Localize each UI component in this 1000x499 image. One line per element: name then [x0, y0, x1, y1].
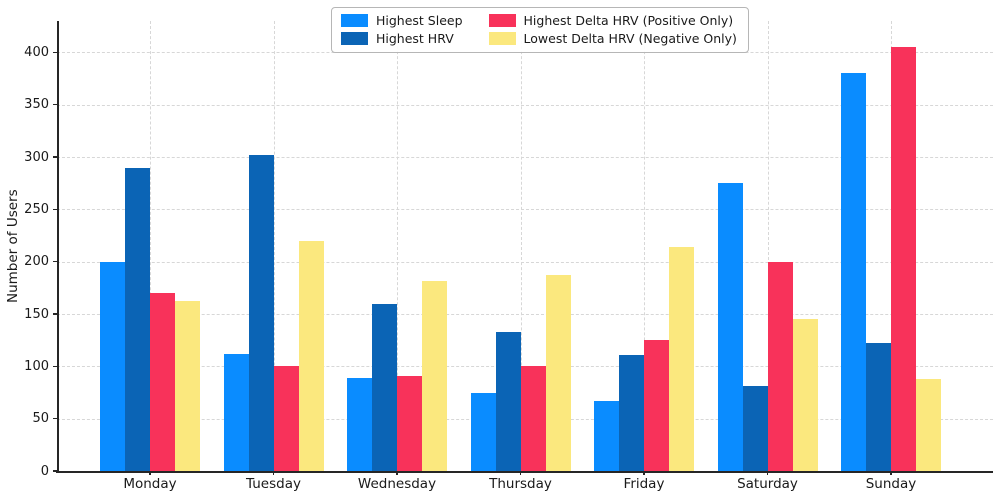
y-tick-label: 50 [32, 411, 49, 427]
bar-highest-delta-hrv-positive-only-friday [644, 340, 669, 471]
bar-lowest-delta-hrv-negative-only-tuesday [298, 240, 324, 471]
bar-lowest-delta-hrv-negative-only-friday [669, 247, 694, 471]
legend-label: Highest Sleep [376, 13, 463, 28]
y-tick-mark [53, 470, 57, 472]
legend-label: Highest Delta HRV (Positive Only) [523, 13, 734, 28]
bar-lowest-delta-hrv-negative-only-wednesday [422, 280, 447, 471]
bar-highest-sleep-friday [594, 400, 619, 471]
bar-highest-sleep-saturday [717, 183, 743, 471]
bar-highest-hrv-saturday [742, 386, 768, 471]
bar-highest-sleep-tuesday [223, 353, 249, 471]
bar-highest-hrv-sunday [866, 343, 891, 471]
bar-highest-sleep-wednesday [347, 377, 372, 471]
x-tick-mark [643, 471, 645, 475]
y-tick-label: 200 [24, 254, 49, 270]
x-gridline [150, 21, 151, 471]
legend-label: Lowest Delta HRV (Negative Only) [523, 31, 737, 46]
x-gridline [273, 21, 275, 471]
y-tick-mark [53, 104, 57, 106]
x-gridline [767, 21, 769, 471]
bar-lowest-delta-hrv-negative-only-sunday [916, 378, 941, 471]
chart-legend: Highest Sleep Highest HRV Highest Delta HR… [331, 7, 749, 53]
x-tick-mark [519, 471, 522, 475]
y-tick-mark [53, 51, 57, 54]
x-tick-label: Wednesday [357, 476, 437, 492]
x-tick-label: Sunday [865, 476, 917, 492]
y-tick-label: 400 [24, 44, 49, 60]
bar-highest-hrv-friday [619, 354, 644, 471]
legend-item: Lowest Delta HRV (Negative Only) [488, 31, 737, 46]
y-gridline [57, 261, 993, 263]
bar-lowest-delta-hrv-negative-only-thursday [545, 275, 571, 471]
legend-swatch [488, 32, 516, 45]
bar-highest-hrv-wednesday [372, 303, 397, 471]
y-tick-mark [53, 208, 57, 211]
bar-highest-delta-hrv-positive-only-monday [150, 293, 175, 471]
y-tick-label: 100 [24, 358, 49, 374]
y-tick-mark [53, 313, 57, 315]
bar-lowest-delta-hrv-negative-only-monday [175, 301, 200, 471]
y-tick-label: 150 [24, 306, 49, 322]
legend-item: Highest Delta HRV (Positive Only) [488, 13, 737, 28]
x-gridline [520, 21, 522, 471]
y-tick-label: 350 [24, 97, 49, 113]
bar-highest-delta-hrv-positive-only-sunday [891, 47, 916, 471]
bar-highest-delta-hrv-positive-only-wednesday [397, 375, 422, 471]
bar-highest-hrv-monday [125, 167, 150, 471]
y-tick-mark [53, 260, 57, 263]
bar-highest-hrv-tuesday [248, 154, 274, 471]
x-axis-line [56, 471, 993, 473]
y-gridline [57, 157, 993, 159]
y-tick-mark [53, 156, 57, 158]
x-tick-mark [766, 471, 769, 475]
y-tick-mark [53, 365, 57, 368]
legend-swatch [341, 32, 368, 45]
y-tick-mark [53, 417, 57, 420]
legend-label: Highest HRV [376, 31, 454, 46]
bar-highest-sleep-sunday [841, 73, 866, 471]
bar-highest-sleep-thursday [470, 392, 496, 471]
bar-highest-delta-hrv-positive-only-tuesday [273, 366, 299, 471]
y-tick-label: 0 [40, 463, 49, 479]
y-axis-line [57, 21, 59, 472]
bar-highest-delta-hrv-positive-only-thursday [520, 366, 546, 471]
x-tick-label: Tuesday [246, 476, 301, 492]
y-gridline [57, 209, 993, 211]
legend-swatch [488, 14, 516, 27]
legend-swatch [341, 14, 368, 27]
x-gridline [644, 21, 645, 471]
legend-item: Highest Sleep [341, 13, 463, 28]
bar-lowest-delta-hrv-negative-only-saturday [792, 319, 818, 471]
x-tick-label: Saturday [737, 476, 798, 492]
bar-highest-hrv-thursday [495, 331, 521, 471]
y-gridline [57, 314, 993, 316]
y-gridline [57, 104, 993, 106]
y-tick-label: 300 [24, 149, 49, 165]
x-tick-mark [149, 471, 151, 475]
x-tick-label: Thursday [489, 476, 552, 492]
bar-highest-delta-hrv-positive-only-saturday [767, 261, 793, 471]
y-tick-label: 250 [24, 201, 49, 217]
legend-item: Highest HRV [341, 31, 463, 46]
x-tick-label: Monday [123, 476, 177, 492]
bar-highest-sleep-monday [100, 261, 125, 471]
x-tick-mark [396, 471, 398, 475]
x-tick-label: Friday [623, 476, 665, 492]
x-tick-mark [272, 471, 275, 475]
x-gridline [397, 21, 398, 471]
x-tick-mark [890, 471, 892, 475]
